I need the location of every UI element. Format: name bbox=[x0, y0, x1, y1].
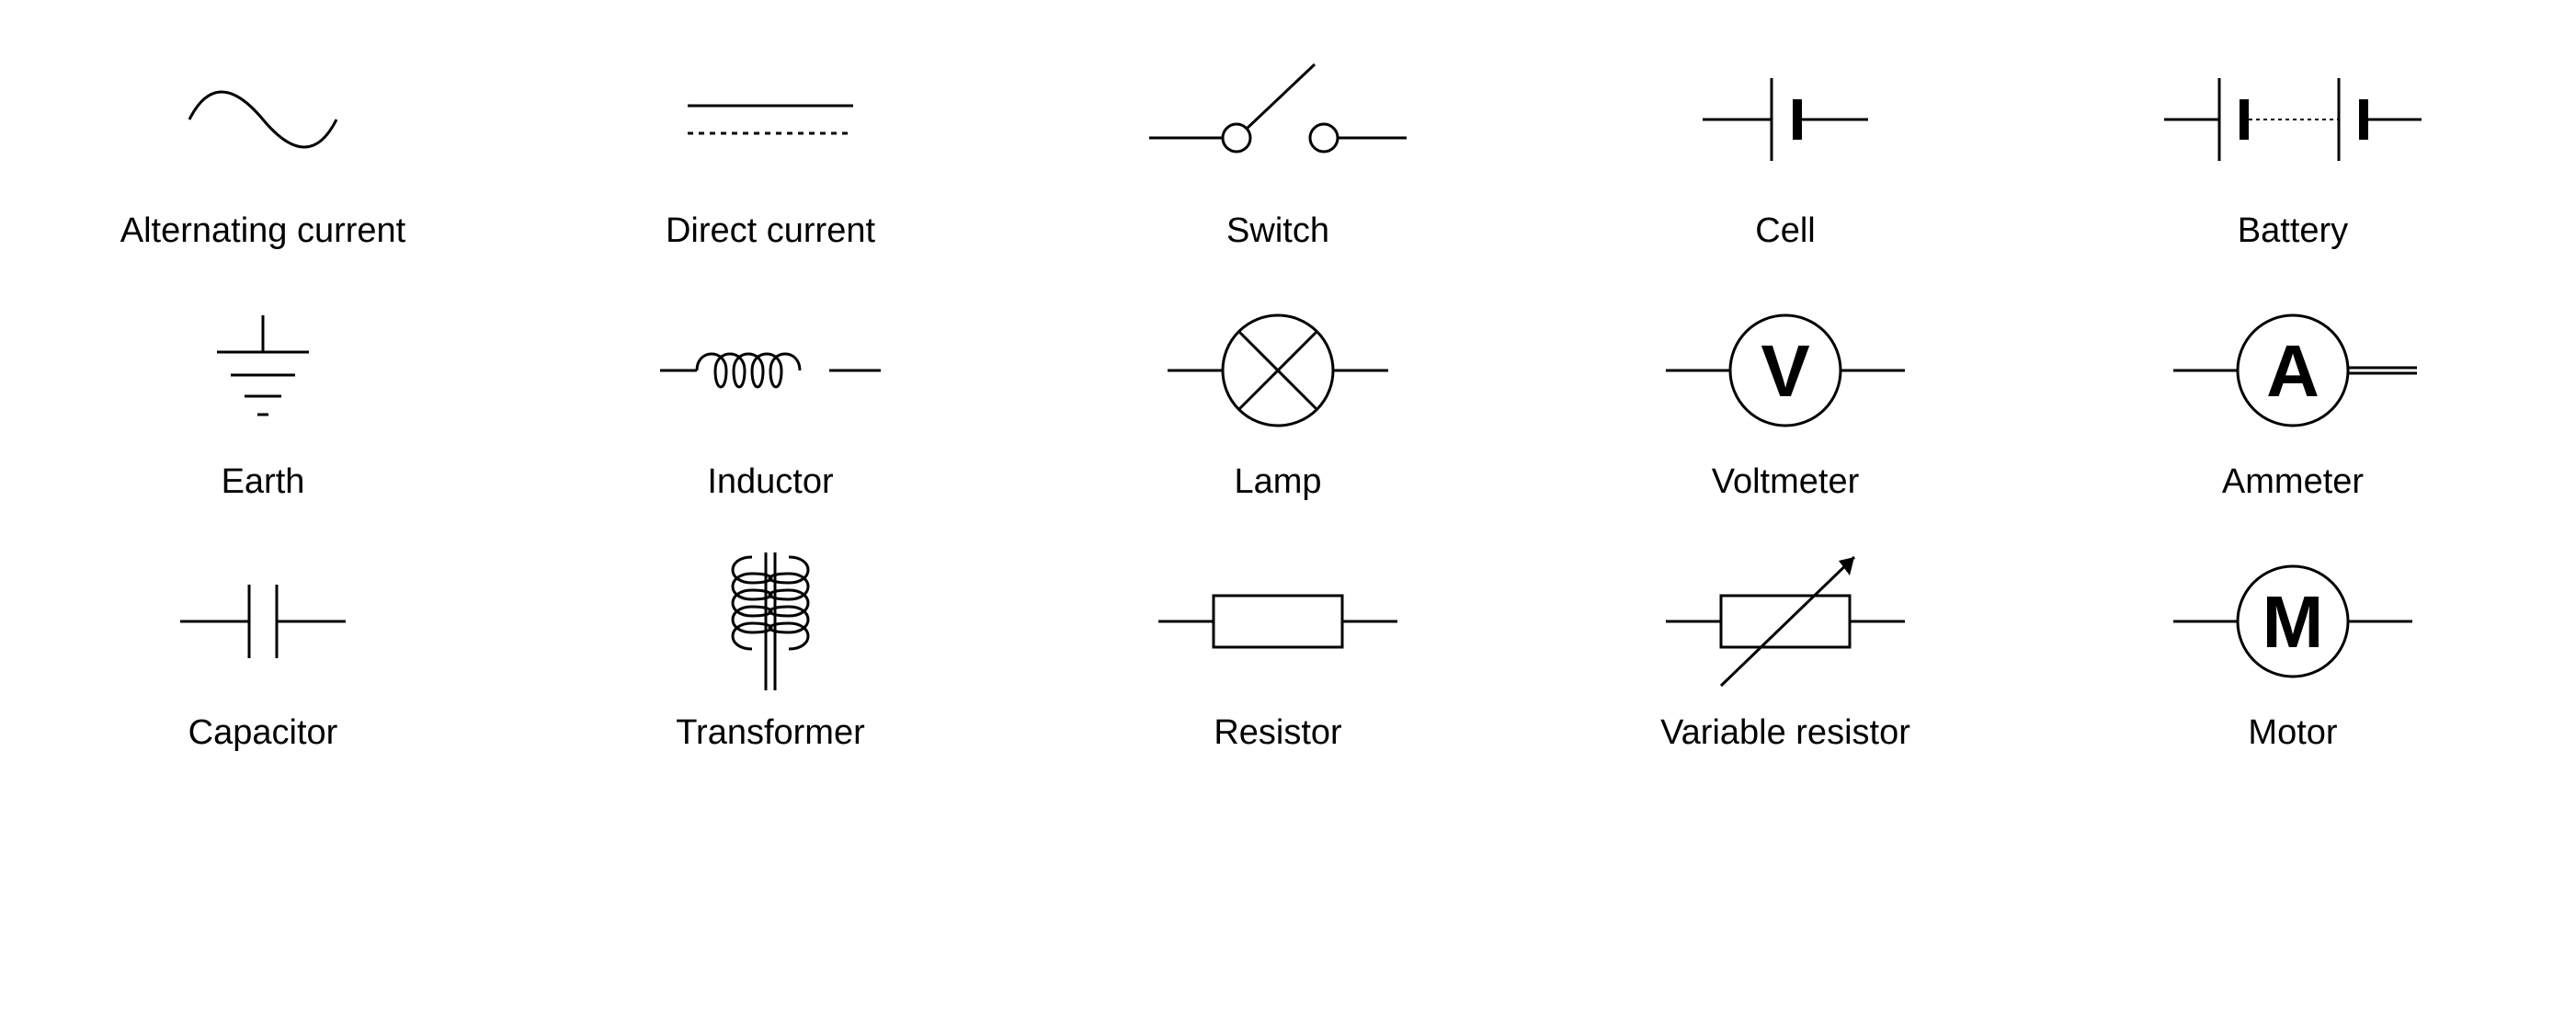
motor-icon: M bbox=[2067, 539, 2519, 704]
cell-icon bbox=[1559, 37, 2012, 202]
label-varresistor: Variable resistor bbox=[1660, 713, 1910, 753]
cell-cell: Cell bbox=[1559, 37, 2012, 251]
cell-lamp: Lamp bbox=[1052, 288, 1504, 502]
earth-icon bbox=[37, 288, 489, 453]
transformer-icon bbox=[544, 539, 997, 704]
label-ammeter: Ammeter bbox=[2222, 462, 2364, 502]
label-cell: Cell bbox=[1755, 211, 1815, 251]
ac-icon bbox=[37, 37, 489, 202]
label-lamp: Lamp bbox=[1234, 462, 1321, 502]
symbol-grid: Alternating current Direct current Switc… bbox=[37, 37, 2519, 753]
cell-varresistor: Variable resistor bbox=[1559, 539, 2012, 753]
inductor-icon bbox=[544, 288, 997, 453]
capacitor-icon bbox=[37, 539, 489, 704]
cell-capacitor: Capacitor bbox=[37, 539, 489, 753]
label-earth: Earth bbox=[222, 462, 305, 502]
ammeter-letter: A bbox=[2266, 330, 2320, 412]
lamp-icon bbox=[1052, 288, 1504, 453]
cell-battery: Battery bbox=[2067, 37, 2519, 251]
cell-transformer: Transformer bbox=[544, 539, 997, 753]
cell-ac: Alternating current bbox=[37, 37, 489, 251]
voltmeter-icon: V bbox=[1559, 288, 2012, 453]
switch-icon bbox=[1052, 37, 1504, 202]
label-switch: Switch bbox=[1226, 211, 1329, 251]
resistor-icon bbox=[1052, 539, 1504, 704]
label-voltmeter: Voltmeter bbox=[1712, 462, 1860, 502]
cell-ammeter: A Ammeter bbox=[2067, 288, 2519, 502]
cell-inductor: Inductor bbox=[544, 288, 997, 502]
cell-earth: Earth bbox=[37, 288, 489, 502]
cell-dc: Direct current bbox=[544, 37, 997, 251]
cell-voltmeter: V Voltmeter bbox=[1559, 288, 2012, 502]
voltmeter-letter: V bbox=[1761, 330, 1809, 412]
cell-switch: Switch bbox=[1052, 37, 1504, 251]
label-dc: Direct current bbox=[666, 211, 875, 251]
dc-icon bbox=[544, 37, 997, 202]
label-transformer: Transformer bbox=[676, 713, 865, 753]
label-ac: Alternating current bbox=[120, 211, 406, 251]
cell-resistor: Resistor bbox=[1052, 539, 1504, 753]
motor-letter: M bbox=[2263, 581, 2324, 663]
battery-icon bbox=[2067, 37, 2519, 202]
label-battery: Battery bbox=[2238, 211, 2348, 251]
label-capacitor: Capacitor bbox=[188, 713, 338, 753]
label-inductor: Inductor bbox=[707, 462, 833, 502]
variable-resistor-icon bbox=[1559, 539, 2012, 704]
label-motor: Motor bbox=[2248, 713, 2337, 753]
cell-motor: M Motor bbox=[2067, 539, 2519, 753]
label-resistor: Resistor bbox=[1214, 713, 1341, 753]
ammeter-icon: A bbox=[2067, 288, 2519, 453]
